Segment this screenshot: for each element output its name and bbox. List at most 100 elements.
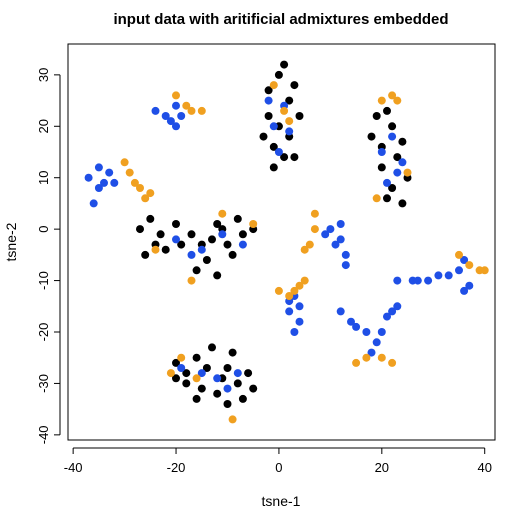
data-point bbox=[388, 359, 396, 367]
data-point bbox=[239, 241, 247, 249]
data-point bbox=[378, 163, 386, 171]
data-point bbox=[398, 138, 406, 146]
x-axis-label: tsne-1 bbox=[262, 493, 301, 509]
data-point bbox=[167, 369, 175, 377]
chart-title: input data with aritificial admixtures e… bbox=[113, 11, 448, 28]
data-point bbox=[265, 112, 273, 120]
data-point bbox=[383, 107, 391, 115]
data-point bbox=[234, 379, 242, 387]
data-point bbox=[265, 97, 273, 105]
data-point bbox=[285, 307, 293, 315]
data-point bbox=[445, 271, 453, 279]
data-point bbox=[182, 379, 190, 387]
data-point bbox=[275, 287, 283, 295]
data-point bbox=[213, 271, 221, 279]
data-point bbox=[136, 225, 144, 233]
data-point bbox=[285, 127, 293, 135]
data-point bbox=[224, 241, 232, 249]
data-point bbox=[188, 230, 196, 238]
data-point bbox=[362, 328, 370, 336]
data-point bbox=[368, 133, 376, 141]
data-point bbox=[172, 235, 180, 243]
data-point bbox=[152, 107, 160, 115]
data-point bbox=[213, 220, 221, 228]
data-point bbox=[208, 235, 216, 243]
data-point bbox=[193, 374, 201, 382]
data-point bbox=[198, 246, 206, 254]
points-layer bbox=[85, 61, 489, 424]
data-point bbox=[229, 349, 237, 357]
data-point bbox=[296, 302, 304, 310]
data-point bbox=[285, 117, 293, 125]
data-point bbox=[270, 122, 278, 130]
data-point bbox=[347, 318, 355, 326]
data-point bbox=[465, 261, 473, 269]
data-point bbox=[193, 395, 201, 403]
data-point bbox=[162, 112, 170, 120]
data-point bbox=[146, 189, 154, 197]
data-point bbox=[373, 194, 381, 202]
data-point bbox=[100, 179, 108, 187]
data-point bbox=[260, 133, 268, 141]
data-point bbox=[229, 415, 237, 423]
data-point bbox=[270, 81, 278, 89]
data-point bbox=[460, 287, 468, 295]
data-point bbox=[373, 338, 381, 346]
x-tick-label: 20 bbox=[375, 460, 389, 475]
data-point bbox=[249, 385, 257, 393]
data-point bbox=[162, 246, 170, 254]
data-point bbox=[218, 230, 226, 238]
y-tick-label: -40 bbox=[36, 425, 51, 444]
data-point bbox=[270, 163, 278, 171]
data-point bbox=[177, 364, 185, 372]
data-point bbox=[424, 277, 432, 285]
data-point bbox=[234, 215, 242, 223]
y-tick-label: -10 bbox=[36, 271, 51, 290]
data-point bbox=[388, 122, 396, 130]
data-point bbox=[388, 133, 396, 141]
data-point bbox=[146, 215, 154, 223]
data-point bbox=[383, 179, 391, 187]
data-point bbox=[398, 199, 406, 207]
data-point bbox=[193, 354, 201, 362]
data-point bbox=[393, 169, 401, 177]
data-point bbox=[198, 107, 206, 115]
data-point bbox=[290, 81, 298, 89]
x-tick-label: 0 bbox=[275, 460, 282, 475]
data-point bbox=[383, 194, 391, 202]
data-point bbox=[188, 251, 196, 259]
data-point bbox=[378, 354, 386, 362]
data-point bbox=[342, 261, 350, 269]
data-point bbox=[110, 179, 118, 187]
data-point bbox=[280, 107, 288, 115]
data-point bbox=[481, 266, 489, 274]
y-tick-label: -20 bbox=[36, 323, 51, 342]
data-point bbox=[136, 184, 144, 192]
data-point bbox=[404, 169, 412, 177]
data-point bbox=[95, 163, 103, 171]
x-tick-label: -40 bbox=[64, 460, 83, 475]
data-point bbox=[275, 71, 283, 79]
data-point bbox=[177, 112, 185, 120]
data-point bbox=[280, 61, 288, 69]
data-point bbox=[455, 251, 463, 259]
data-point bbox=[290, 328, 298, 336]
data-point bbox=[362, 354, 370, 362]
data-point bbox=[337, 220, 345, 228]
data-point bbox=[301, 277, 309, 285]
data-point bbox=[434, 271, 442, 279]
data-point bbox=[244, 369, 252, 377]
y-axis: -40 -30 -20 -10 0 10 20 30 bbox=[36, 68, 60, 445]
data-point bbox=[239, 395, 247, 403]
data-point bbox=[126, 169, 134, 177]
data-point bbox=[393, 302, 401, 310]
data-point bbox=[378, 148, 386, 156]
y-tick-label: -30 bbox=[36, 374, 51, 393]
data-point bbox=[141, 251, 149, 259]
data-point bbox=[90, 199, 98, 207]
data-point bbox=[177, 354, 185, 362]
data-point bbox=[373, 112, 381, 120]
data-point bbox=[218, 210, 226, 218]
data-point bbox=[203, 256, 211, 264]
data-point bbox=[208, 343, 216, 351]
